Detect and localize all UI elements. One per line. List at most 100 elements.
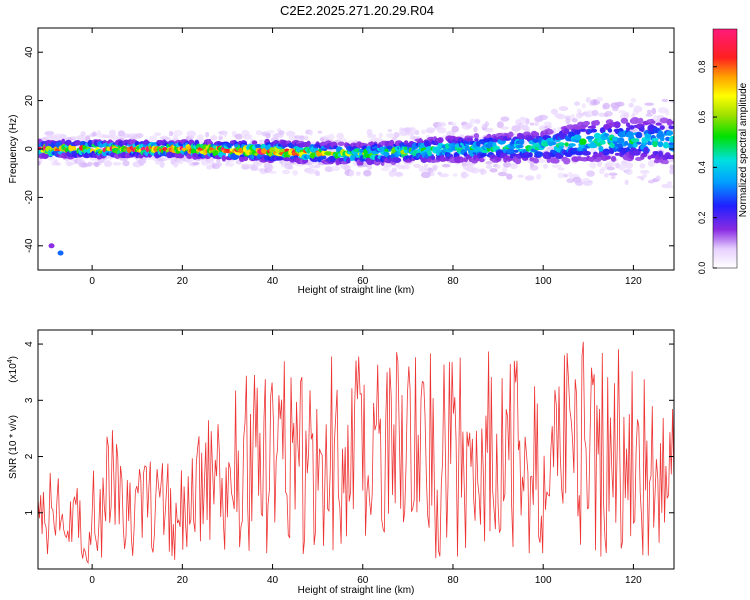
spectrogram-cell	[603, 172, 609, 178]
spectrogram-cell	[292, 169, 298, 176]
snr-series-line	[38, 341, 674, 565]
spectrogram-x-tick-label: 40	[267, 276, 279, 287]
spectrogram-cell	[496, 121, 504, 129]
spectrogram-cell	[618, 110, 626, 114]
spectrogram-cell	[514, 157, 522, 165]
spectrogram-cell	[606, 166, 615, 171]
spectrogram-cell	[612, 106, 619, 112]
spectrogram-cell	[515, 144, 524, 149]
snr-y-tick-label: 4	[24, 341, 35, 347]
spectrogram-cell	[603, 133, 610, 137]
spectrogram-cell	[148, 135, 158, 142]
snr-x-tick-label: 40	[267, 575, 279, 586]
spectrogram-cell	[112, 161, 122, 166]
spectrogram-cell	[582, 150, 591, 156]
spectrogram-cell	[633, 105, 643, 113]
spectrogram-cell	[559, 132, 568, 139]
spectrogram-cell	[528, 152, 533, 158]
spectrogram-cell	[427, 150, 432, 157]
spectrogram-cell	[451, 125, 459, 133]
spectrogram-cell	[430, 171, 435, 177]
spectrogram-cell	[573, 125, 582, 130]
spectrogram-cell	[574, 101, 581, 107]
spectrogram-cell	[416, 140, 425, 144]
spectrogram-cell	[70, 135, 78, 140]
spectrogram-cell	[495, 164, 501, 169]
spectrogram-cell	[628, 102, 634, 108]
spectrogram-cell	[557, 172, 565, 179]
spectrogram-cell	[632, 141, 638, 148]
spectrogram-cell	[563, 173, 569, 178]
spectrogram-cell	[348, 171, 355, 176]
spectrogram-cell	[558, 106, 569, 112]
spectrogram-cell	[393, 132, 400, 138]
spectrogram-cell	[538, 114, 548, 121]
spectrogram-cell	[636, 141, 642, 145]
colorbar-label: Normalized spectral amplitude	[738, 82, 749, 217]
spectrogram-cell	[659, 125, 665, 130]
spectrogram-cell	[489, 168, 498, 173]
spectrogram-cell	[251, 140, 258, 145]
spectrogram-cell	[605, 160, 616, 167]
spectrogram-cell	[108, 129, 117, 137]
spectrogram-cell	[551, 164, 562, 168]
spectrogram-cell	[186, 130, 197, 138]
spectrogram-cell	[363, 169, 372, 177]
spectrogram-cell	[511, 125, 521, 132]
spectrogram-cell	[55, 162, 62, 166]
spectrogram-cell	[413, 163, 421, 168]
spectrogram-cell	[306, 140, 311, 147]
spectrogram-cell	[135, 132, 144, 138]
spectrogram-cell	[367, 133, 377, 139]
spectrogram-cell	[366, 164, 373, 170]
spectrogram-cell	[614, 143, 624, 148]
spectrogram-cell	[205, 131, 210, 138]
spectrogram-cell	[668, 142, 674, 146]
spectrogram-cell	[547, 124, 553, 130]
spectrogram-cell	[386, 132, 394, 139]
spectrogram-cell	[94, 161, 100, 168]
spectrogram-cell	[557, 167, 566, 171]
spectrogram-cell	[265, 130, 275, 134]
spectrogram-cell	[628, 125, 635, 130]
spectrogram-cell	[520, 117, 526, 125]
spectrogram-cell	[613, 121, 621, 129]
snr-y-tick-label: 2	[24, 453, 35, 459]
colorbar-tick-label: 0.0	[697, 262, 707, 275]
spectrogram-cell	[386, 145, 394, 150]
spectrogram-cell	[255, 160, 263, 167]
spectrogram-cell	[640, 176, 645, 181]
spectrogram-cell	[172, 160, 179, 168]
spectrogram-cell	[566, 178, 575, 184]
spectrogram-cell	[278, 130, 285, 136]
spectrogram-cell	[68, 144, 77, 152]
spectrogram-cell	[485, 164, 493, 169]
spectrogram-cell	[662, 160, 669, 165]
spectrogram-cell	[624, 162, 634, 169]
spectrogram-cell	[596, 160, 603, 168]
spectrogram-cell	[380, 167, 390, 172]
spectrogram-cell	[657, 130, 664, 137]
spectrogram-cell	[655, 122, 662, 126]
spectrogram-cell	[395, 171, 403, 177]
spectrogram-cell	[644, 132, 652, 139]
spectrogram-cell	[647, 141, 653, 146]
spectrogram-cell	[432, 166, 437, 172]
spectrogram-cell	[624, 140, 629, 146]
spectrogram-cell	[579, 138, 587, 146]
spectrogram-cell	[513, 149, 519, 153]
spectrogram-cell	[615, 101, 625, 107]
spectrogram-cell	[317, 130, 323, 134]
spectrogram-cell	[542, 163, 548, 169]
spectrogram-cell	[591, 109, 599, 117]
spectrogram-cell	[463, 173, 470, 178]
spectrogram-cell	[405, 131, 415, 136]
spectrogram-cell	[565, 118, 571, 125]
spectrogram-cell	[308, 129, 314, 136]
spectrogram-cell	[234, 133, 243, 140]
spectrogram-cell	[666, 118, 673, 126]
colorbar-gradient	[712, 28, 738, 269]
spectrogram-cell	[607, 128, 613, 133]
spectrogram-cell	[360, 143, 369, 147]
